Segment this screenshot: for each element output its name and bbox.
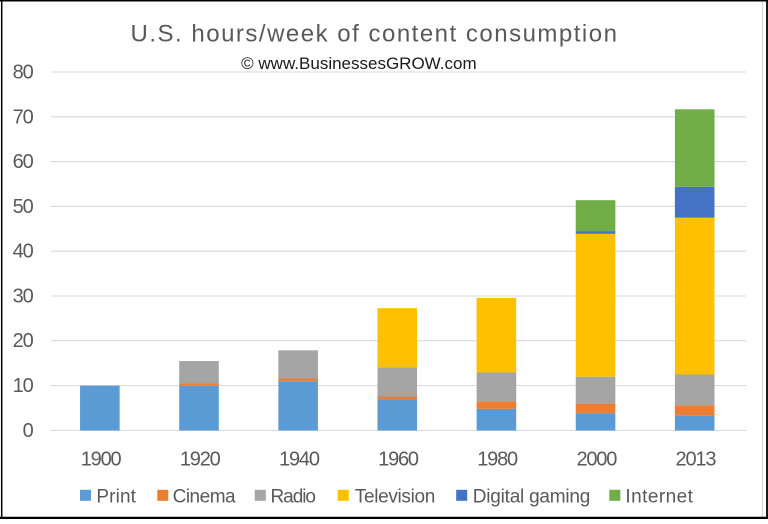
svg-text:1980: 1980	[477, 448, 518, 470]
svg-text:10: 10	[13, 375, 34, 397]
svg-text:50: 50	[13, 196, 34, 218]
svg-text:1920: 1920	[180, 448, 221, 470]
svg-text:2000: 2000	[576, 448, 617, 470]
svg-text:2013: 2013	[676, 448, 717, 470]
svg-text:0: 0	[23, 420, 34, 442]
svg-text:70: 70	[13, 106, 34, 128]
svg-text:20: 20	[13, 330, 34, 352]
svg-text:Cinema: Cinema	[173, 487, 236, 508]
svg-text:80: 80	[13, 62, 34, 84]
svg-text:Radio: Radio	[271, 487, 317, 508]
svg-text:1960: 1960	[378, 448, 419, 470]
svg-text:1940: 1940	[279, 448, 320, 470]
svg-text:Internet: Internet	[625, 487, 693, 508]
svg-text:Print: Print	[96, 487, 136, 508]
svg-text:30: 30	[13, 286, 34, 308]
svg-text:U.S. hours/week of content con: U.S. hours/week of content consumption	[131, 21, 619, 48]
svg-text:60: 60	[13, 151, 34, 173]
svg-text:Television: Television	[355, 487, 436, 508]
svg-text:Digital gaming: Digital gaming	[473, 487, 591, 508]
svg-text:© www.BusinessesGROW.com: © www.BusinessesGROW.com	[241, 54, 476, 73]
svg-text:1900: 1900	[81, 448, 122, 470]
svg-text:40: 40	[13, 241, 34, 263]
